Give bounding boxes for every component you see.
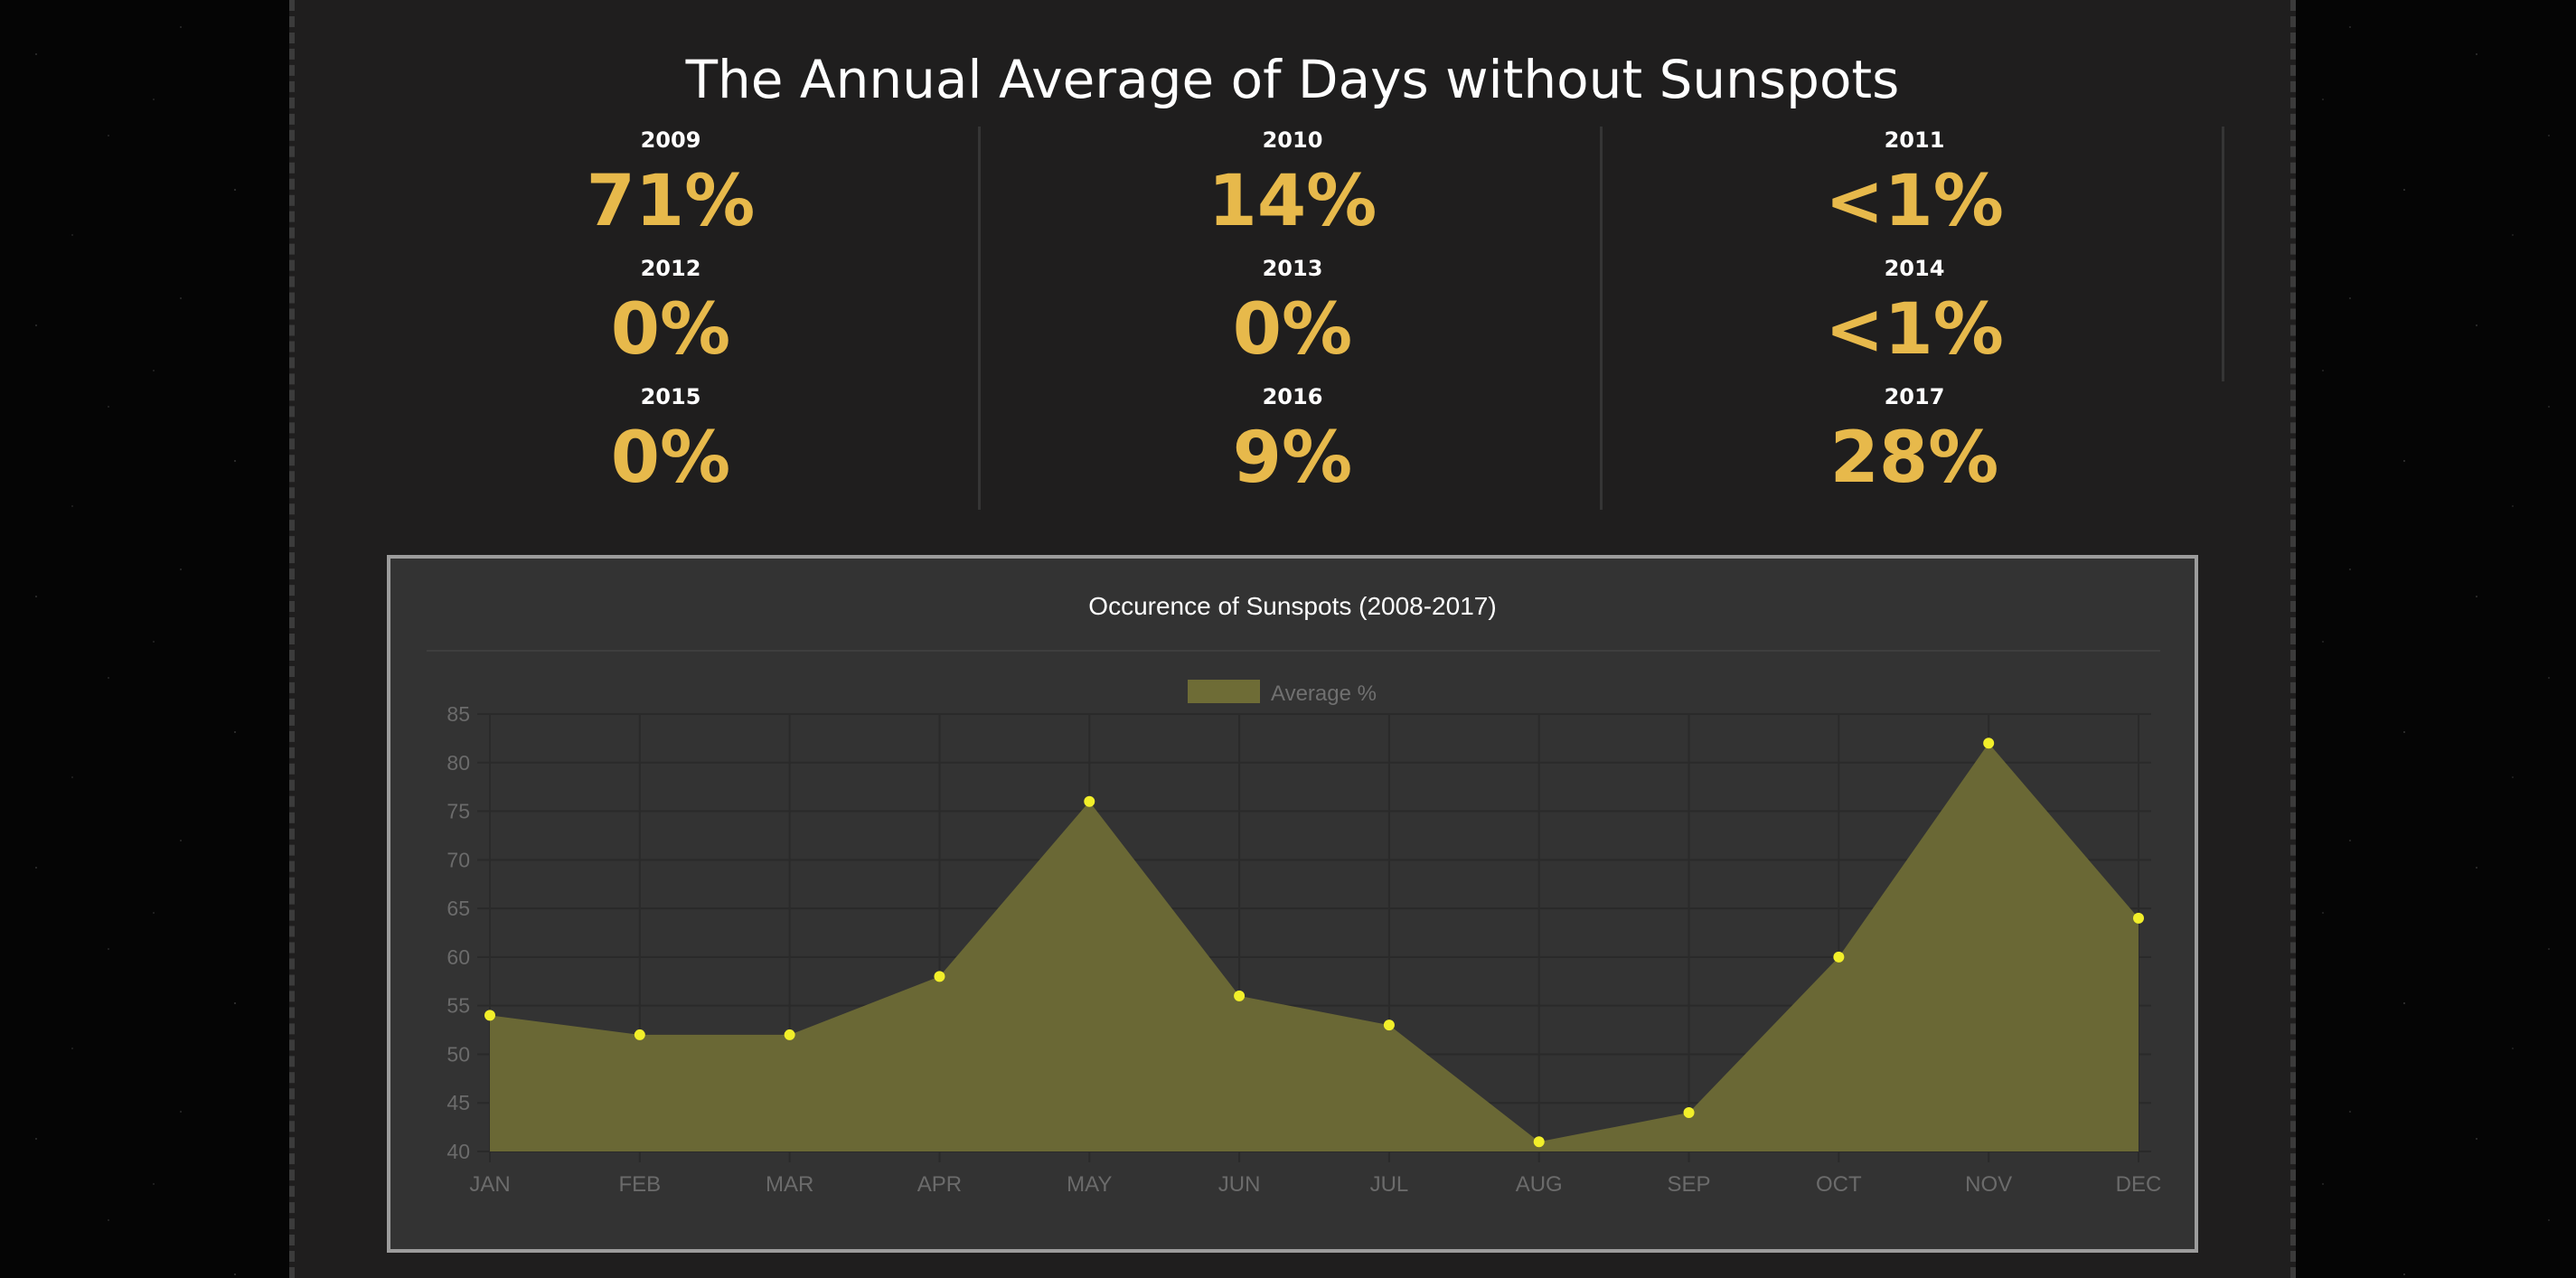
y-tick-label: 65 [447, 897, 470, 920]
legend-swatch [1188, 680, 1260, 703]
data-point [484, 1010, 495, 1021]
x-tick-label: JUN [1218, 1172, 1261, 1197]
data-point [1683, 1106, 1695, 1118]
data-point [934, 971, 945, 982]
x-tick-label: JUL [1370, 1172, 1409, 1197]
stat-2010: 2010 14% [982, 127, 1603, 242]
stat-value: 9% [1232, 418, 1353, 499]
column-divider [978, 127, 981, 510]
stat-value: <1% [1825, 289, 2004, 371]
stat-2016: 2016 9% [982, 383, 1603, 499]
stat-year: 2015 [640, 384, 701, 409]
y-tick-label: 40 [447, 1140, 470, 1163]
column-divider [1600, 127, 1603, 510]
stat-year: 2012 [640, 256, 701, 281]
stat-year: 2017 [1884, 384, 1945, 409]
column-divider [2222, 127, 2224, 381]
stat-2015: 2015 0% [360, 383, 982, 499]
x-tick-label: MAR [766, 1172, 813, 1197]
stat-value: 0% [610, 418, 731, 499]
chart-title: Occurence of Sunspots (2008-2017) [1088, 592, 1496, 620]
stat-value: 0% [1232, 289, 1353, 371]
page-title: The Annual Average of Days without Sunsp… [685, 49, 1900, 110]
stat-2009: 2009 71% [360, 127, 982, 242]
stat-2012: 2012 0% [360, 255, 982, 371]
x-tick-label: SEP [1668, 1172, 1711, 1197]
stat-value: 0% [610, 289, 731, 371]
area-series [490, 743, 2139, 1151]
data-point [634, 1029, 645, 1040]
data-point [2133, 912, 2144, 924]
sunspot-chart: Occurence of Sunspots (2008-2017) Averag… [387, 555, 2198, 1253]
y-tick-label: 50 [447, 1042, 470, 1066]
area-fill [490, 743, 2139, 1151]
axis-labels: 85 80 75 70 65 60 55 50 45 40 JAN FEB MAR APR MAY JUN JU… [447, 702, 2161, 1197]
stat-year: 2014 [1884, 256, 1945, 281]
data-points [484, 738, 2144, 1148]
stat-value: <1% [1825, 161, 2004, 242]
x-tick-label: DEC [2116, 1172, 2162, 1197]
stat-year: 2013 [1262, 256, 1323, 281]
y-tick-label: 70 [447, 848, 470, 871]
data-point [1533, 1136, 1545, 1148]
stat-year: 2011 [1884, 127, 1945, 153]
data-point [784, 1029, 795, 1040]
y-tick-label: 75 [447, 800, 470, 823]
stats-grid: 2009 71% 2010 14% 2011 <1% 2012 0% 2013 … [360, 127, 2225, 510]
stat-2011: 2011 <1% [1603, 127, 2225, 242]
stat-2013: 2013 0% [982, 255, 1603, 371]
data-point [1983, 738, 1995, 749]
data-point [1234, 990, 1246, 1001]
stat-year: 2010 [1262, 127, 1323, 153]
x-tick-label: JAN [469, 1172, 510, 1197]
chart-canvas: Occurence of Sunspots (2008-2017) Averag… [427, 592, 2161, 1197]
x-tick-label: APR [917, 1172, 962, 1197]
stat-year: 2009 [640, 127, 701, 153]
y-tick-label: 55 [447, 994, 470, 1018]
x-tick-label: OCT [1816, 1172, 1862, 1197]
data-point [1383, 1020, 1395, 1031]
y-tick-label: 45 [447, 1091, 470, 1114]
chart-legend[interactable]: Average % [1188, 680, 1377, 706]
x-tick-label: FEB [618, 1172, 661, 1197]
x-tick-label: AUG [1516, 1172, 1563, 1197]
stat-value: 28% [1829, 418, 1999, 499]
stat-value: 71% [586, 161, 756, 242]
x-tick-label: MAY [1067, 1172, 1112, 1197]
stat-value: 14% [1208, 161, 1377, 242]
y-tick-label: 85 [447, 702, 470, 726]
stat-2014: 2014 <1% [1603, 255, 2225, 371]
x-tick-label: NOV [1965, 1172, 2012, 1197]
y-tick-label: 60 [447, 945, 470, 969]
y-tick-label: 80 [447, 751, 470, 775]
data-point [1833, 951, 1845, 963]
stat-2017: 2017 28% [1603, 383, 2225, 499]
legend-label: Average % [1271, 681, 1377, 706]
data-point [1084, 795, 1095, 807]
stat-year: 2016 [1262, 384, 1323, 409]
